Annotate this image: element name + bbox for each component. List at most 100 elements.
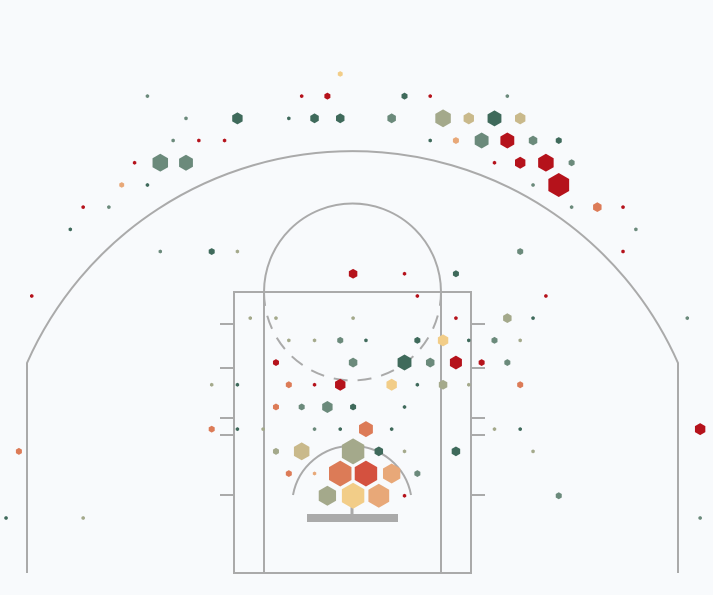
shot-hex bbox=[348, 357, 358, 368]
shot-hex bbox=[621, 205, 625, 210]
shot-hex bbox=[593, 202, 602, 213]
shot-hex bbox=[374, 446, 384, 457]
shot-hex bbox=[531, 182, 535, 187]
shot-hex bbox=[261, 427, 265, 432]
shot-hex bbox=[232, 112, 243, 125]
paint bbox=[233, 291, 472, 574]
shot-hex bbox=[538, 153, 554, 172]
shot-hex bbox=[454, 316, 458, 321]
shot-hex bbox=[197, 138, 201, 143]
shot-hex bbox=[518, 338, 522, 343]
shot-hex bbox=[287, 338, 291, 343]
shot-hex bbox=[402, 271, 407, 276]
shot-hex bbox=[293, 442, 310, 461]
shot-hex bbox=[222, 138, 227, 143]
shot-hex bbox=[351, 316, 355, 321]
shot-hex bbox=[544, 293, 548, 298]
shot-hex bbox=[492, 160, 497, 165]
shot-hex bbox=[341, 482, 365, 509]
shot-hex bbox=[491, 336, 498, 344]
shot-hex bbox=[414, 470, 421, 478]
shot-hex bbox=[478, 359, 485, 367]
shot-hex bbox=[531, 449, 535, 454]
hash-marks bbox=[220, 323, 485, 496]
shot-hex bbox=[438, 379, 448, 390]
shot-hex bbox=[341, 438, 365, 465]
shot-hex bbox=[30, 293, 34, 298]
shot-hex bbox=[397, 354, 412, 371]
shot-hex bbox=[500, 132, 515, 149]
shot-hex bbox=[435, 109, 451, 128]
shot-hex bbox=[81, 205, 85, 210]
shot-hex bbox=[235, 249, 240, 254]
shot-hex bbox=[515, 156, 526, 169]
shot-hex bbox=[517, 248, 524, 256]
shot-hex bbox=[337, 71, 343, 77]
shot-hex bbox=[335, 378, 346, 391]
shot-hex bbox=[389, 427, 394, 432]
shot-hex bbox=[364, 338, 368, 343]
shot-hex bbox=[467, 382, 471, 387]
shot-hex bbox=[208, 248, 215, 256]
shot-hex bbox=[437, 334, 449, 347]
shot-hex bbox=[81, 515, 85, 520]
shot-hex bbox=[382, 463, 401, 484]
shot-hex bbox=[322, 400, 333, 413]
shot-hex bbox=[555, 137, 562, 144]
shot-hex bbox=[336, 113, 345, 124]
shot-hex bbox=[299, 94, 304, 99]
shot-hex bbox=[285, 470, 292, 478]
shot-hex bbox=[4, 515, 8, 520]
shot-hex bbox=[428, 138, 432, 143]
shot-hex bbox=[425, 357, 435, 368]
shot-hex bbox=[235, 382, 240, 387]
shot-hex bbox=[415, 382, 420, 387]
shot-hex bbox=[350, 403, 357, 411]
shot-hex bbox=[402, 493, 407, 498]
shot-hex bbox=[208, 425, 215, 433]
shot-hex bbox=[685, 316, 690, 321]
shot-hex bbox=[386, 378, 397, 391]
shot-hex bbox=[694, 423, 706, 436]
shot-hex bbox=[517, 381, 524, 389]
shot-hex bbox=[15, 447, 22, 455]
shot-hex bbox=[415, 293, 420, 298]
shot-hex bbox=[248, 316, 252, 321]
shot-hex bbox=[368, 483, 390, 508]
shot-hex bbox=[555, 492, 562, 500]
shot-hex bbox=[285, 381, 292, 389]
shot-hex bbox=[474, 132, 489, 149]
shot-hex bbox=[467, 338, 471, 343]
shot-hex bbox=[272, 359, 279, 367]
shot-hex bbox=[531, 316, 535, 321]
shot-hex bbox=[428, 94, 432, 99]
shot-hex bbox=[515, 112, 526, 125]
shot-hex bbox=[387, 113, 396, 124]
shot-hex bbox=[463, 112, 474, 125]
court bbox=[26, 150, 679, 574]
shot-hex bbox=[402, 404, 407, 409]
shot-hex bbox=[452, 137, 459, 144]
shot-hex bbox=[312, 382, 317, 387]
shot-hex bbox=[145, 94, 150, 99]
shot-hex bbox=[324, 92, 331, 100]
shot-hex bbox=[402, 449, 407, 454]
shot-hex bbox=[548, 172, 570, 197]
shot-hex bbox=[132, 160, 137, 165]
shot-hex bbox=[634, 227, 638, 232]
shot-hex bbox=[503, 313, 512, 324]
shot-hex bbox=[274, 316, 278, 321]
shot-hex bbox=[119, 182, 125, 188]
shot-hex bbox=[158, 249, 163, 254]
shot-hex bbox=[569, 205, 574, 210]
shot-hex bbox=[184, 116, 188, 121]
shot-hex bbox=[312, 338, 317, 343]
shot-hex bbox=[287, 116, 291, 121]
shot-hex bbox=[209, 382, 214, 387]
three-point-line bbox=[26, 150, 679, 573]
shot-hex bbox=[179, 154, 193, 171]
free-throw-circle bbox=[263, 202, 442, 293]
shot-hex bbox=[528, 135, 538, 146]
shot-hex bbox=[348, 268, 358, 279]
